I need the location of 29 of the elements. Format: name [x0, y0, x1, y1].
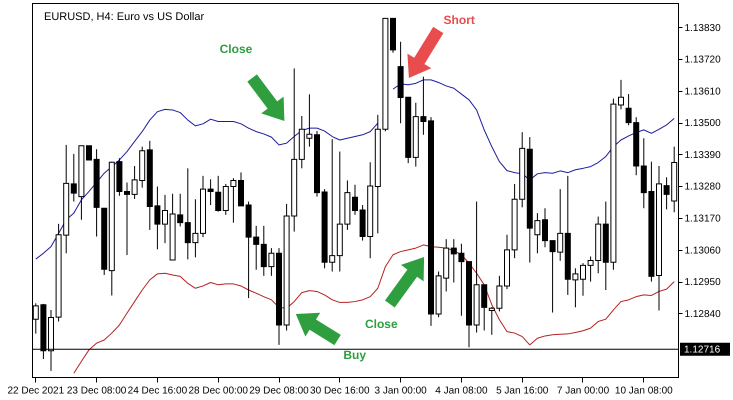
x-tick-label: 29 Dec 08:00 — [249, 386, 310, 396]
y-tick-label: 1.13830 — [684, 22, 722, 34]
x-tick-label: 22 Dec 2021 — [7, 386, 65, 396]
x-tick-label: 7 Jan 00:00 — [556, 386, 610, 396]
annotation: Short — [444, 13, 475, 27]
annotation: Buy — [343, 348, 366, 362]
y-tick-label: 1.13170 — [684, 214, 722, 225]
text: EURUSD, H4: Euro vs US Dollar — [44, 11, 204, 23]
y-tick-label: 1.12840 — [684, 308, 722, 320]
candlestick — [215, 175, 222, 212]
y-tick-label: 1.13500 — [684, 118, 722, 130]
x-tick-label: 4 Jan 08:00 — [435, 386, 488, 396]
y-tick-label: 1.13610 — [684, 86, 722, 98]
x-tick-label: 24 Dec 16:00 — [128, 386, 188, 396]
x-tick-label: 10 Jan 08:00 — [614, 386, 674, 396]
y-tick-label: 1.13060 — [684, 245, 722, 256]
y-tick-label: 1.12950 — [684, 277, 722, 288]
x-tick-label: 23 Dec 08:00 — [66, 386, 127, 396]
line-series — [73, 244, 675, 374]
y-tick-label: 1.13720 — [684, 54, 722, 66]
x-tick-label: 28 Dec 00:00 — [188, 386, 248, 396]
annotation: Close — [364, 317, 398, 331]
x-tick-label: 30 Dec 16:00 — [310, 386, 370, 396]
x-tick-label: 5 Jan 16:00 — [496, 386, 549, 396]
x-tick-label: 3 Jan 00:00 — [374, 386, 428, 396]
y-tick-label: 1.13390 — [684, 150, 722, 161]
y-tick-label: 1.13280 — [684, 182, 722, 193]
ref-line-label: 1.12716 — [684, 344, 721, 356]
annotation: Close — [220, 42, 253, 56]
